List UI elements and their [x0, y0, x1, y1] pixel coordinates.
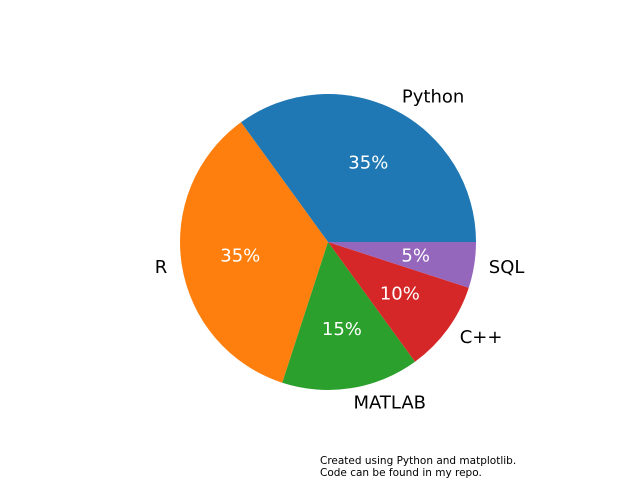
pie-slice-python: [241, 94, 477, 242]
percent-label-r: 35%: [220, 245, 260, 266]
category-label-python: Python: [402, 86, 464, 107]
pie-slices: [179, 94, 477, 390]
category-label-sql: SQL: [489, 257, 525, 278]
pie-slice-matlab: [282, 242, 415, 390]
category-label-r: R: [155, 257, 168, 278]
percent-label-cpp: 10%: [380, 284, 420, 305]
category-labels: Python R MATLAB C++ SQL: [155, 86, 525, 413]
footnote-line-2: Code can be found in my repo.: [320, 466, 482, 479]
footnote: Created using Python and matplotlib. Cod…: [320, 455, 517, 479]
footnote-line-1: Created using Python and matplotlib.: [320, 455, 517, 467]
percent-label-matlab: 15%: [322, 319, 362, 340]
category-label-cpp: C++: [460, 327, 503, 348]
pie-slice-cpp: [328, 242, 469, 362]
pie-slice-r: [179, 122, 328, 383]
category-label-matlab: MATLAB: [353, 392, 426, 413]
percent-labels: 35% 35% 15% 10% 5%: [220, 152, 430, 340]
pie-slice-sql: [328, 242, 476, 288]
percent-label-sql: 5%: [401, 245, 430, 266]
percent-label-python: 35%: [348, 152, 388, 173]
